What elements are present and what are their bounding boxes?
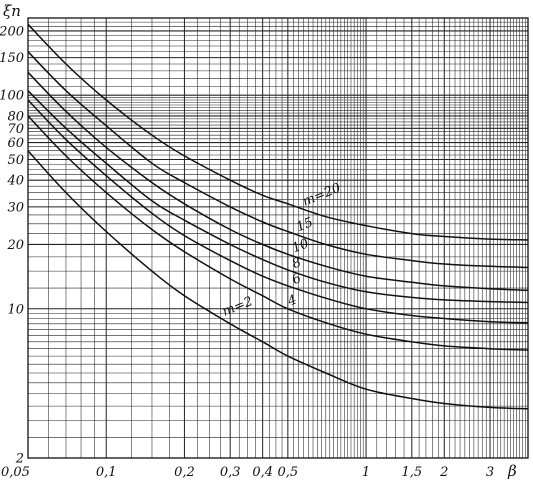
x-tick-label: 1,5 [401,465,422,480]
y-tick-label: 40 [6,174,24,189]
x-tick-label: 0,1 [96,465,117,480]
x-tick-label: 0,05 [1,465,30,480]
y-tick-label: 60 [7,136,24,151]
series-line-3 [27,90,529,304]
y-tick-label: 50 [7,153,24,168]
y-tick-label: 150 [0,51,24,66]
series-line-1 [27,51,529,269]
x-tick-labels: 0,05 0,1 0,2 0,3 0,4 0,5 1 1,5 2 3 [1,465,494,480]
y-tick-label: 200 [0,24,24,39]
y-tick-label: 100 [0,89,24,104]
grid [27,17,528,459]
y-axis-title: ξn [3,2,21,20]
x-tick-label: 0,3 [220,465,241,480]
plot-frame [27,17,529,459]
x-tick-label: 3 [486,465,494,480]
x-tick-label: 0,5 [277,465,298,480]
x-axis-title: β [507,462,517,480]
x-tick-label: 0,4 [252,465,273,480]
series-line-0 [27,23,529,241]
y-tick-label: 10 [7,302,24,317]
x-tick-label: 0,2 [174,465,195,480]
series-label-2: 10 [290,236,311,256]
x-tick-label: 2 [439,465,448,480]
series-line-6 [27,150,529,410]
y-tick-label: 20 [6,238,24,253]
y-tick-label: 70 [7,122,24,137]
series-line-4 [27,99,529,324]
y-tick-label: 80 [7,109,24,124]
y-tick-label: 30 [7,200,24,215]
y-tick-label: 2 [15,452,24,467]
x-tick-label: 1 [362,465,370,480]
series-line-2 [27,71,529,292]
series-label-1: 15 [294,215,315,235]
series-line-5 [27,115,529,351]
curves [27,23,529,410]
